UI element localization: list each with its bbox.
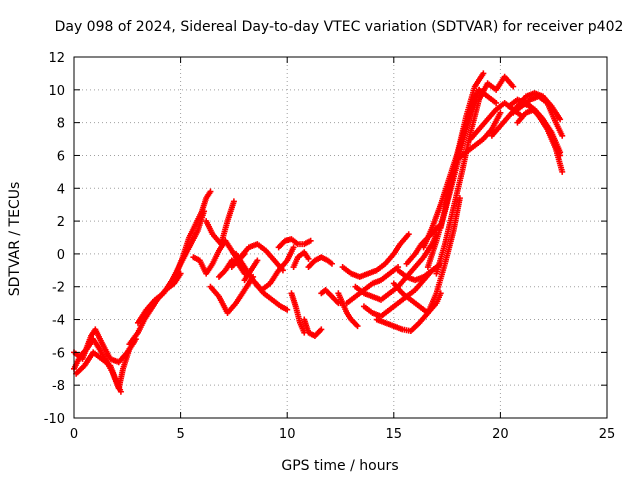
y-tick-label: -6 xyxy=(52,346,65,361)
data-point-marker xyxy=(328,260,335,267)
y-tick-label: -10 xyxy=(44,412,65,427)
series-sat-m xyxy=(252,280,291,313)
y-axis-title: SDTVAR / TECUs xyxy=(7,182,23,297)
chart-title: Day 098 of 2024, Sidereal Day-to-day VTE… xyxy=(55,19,624,35)
data-point-marker xyxy=(497,109,504,116)
data-point-marker xyxy=(480,70,487,77)
series-sat-af xyxy=(433,73,517,277)
series-sat-z xyxy=(373,290,444,335)
series-sat-ab xyxy=(395,260,444,284)
y-tick-label: -4 xyxy=(52,314,65,329)
y-tick-label: 2 xyxy=(57,215,65,230)
series-sat-j xyxy=(215,257,248,280)
data-point-marker xyxy=(207,188,214,195)
series-sat-n xyxy=(241,257,261,284)
series-sat-f xyxy=(173,188,214,277)
series-sat-o xyxy=(275,236,314,251)
data-point-marker xyxy=(559,132,566,139)
series-sat-ai xyxy=(454,109,504,162)
series-sat-d xyxy=(126,270,184,348)
series-sat-p xyxy=(288,290,308,336)
data-point-marker xyxy=(307,237,314,244)
data-point-marker xyxy=(405,231,412,238)
y-tick-label: -8 xyxy=(52,379,65,394)
series-sat-h xyxy=(203,198,237,248)
series-sat-u xyxy=(335,290,361,330)
data-point-marker xyxy=(318,326,325,333)
data-point-marker xyxy=(117,388,124,395)
data-point-marker xyxy=(284,306,291,313)
series-sat-aa xyxy=(390,195,463,316)
series-sat-ah xyxy=(441,86,500,208)
data-point-marker xyxy=(557,116,564,123)
x-tick-label: 25 xyxy=(599,427,616,442)
x-tick-label: 0 xyxy=(70,427,78,442)
data-point-marker xyxy=(559,168,566,175)
y-tick-label: 4 xyxy=(57,182,65,197)
data-point-marker xyxy=(279,267,286,274)
axis-ticks-layer: 0 5 10 15 20 25 -10 -8 -6 -4 -2 0 2 4 6 8 10 12 xyxy=(44,51,616,442)
x-axis-title: GPS time / hours xyxy=(281,458,398,474)
series-sat-ao xyxy=(505,96,564,159)
series-sat-r xyxy=(305,254,335,271)
y-tick-label: 0 xyxy=(57,248,65,263)
data-point-marker xyxy=(493,99,500,106)
data-point-marker xyxy=(354,323,361,330)
series-sat-v xyxy=(339,231,412,280)
data-point-marker xyxy=(305,255,312,262)
series-sat-i xyxy=(207,273,257,316)
y-tick-label: -2 xyxy=(52,281,65,296)
plot-frame xyxy=(73,56,608,419)
x-tick-label: 15 xyxy=(386,427,403,442)
data-point-marker xyxy=(254,257,261,264)
series-sat-l xyxy=(228,241,286,274)
data-marks-layer xyxy=(71,70,566,395)
x-tick-label: 5 xyxy=(176,427,184,442)
y-tick-label: 6 xyxy=(57,149,65,164)
data-point-marker xyxy=(557,152,564,159)
y-tick-label: 12 xyxy=(48,51,65,66)
series-sat-b xyxy=(71,326,137,366)
series-sat-s xyxy=(301,316,325,339)
y-tick-label: 10 xyxy=(48,84,65,99)
data-point-marker xyxy=(510,83,517,90)
series-sat-x xyxy=(352,231,440,303)
series-sat-q xyxy=(290,249,312,271)
data-point-marker xyxy=(290,244,297,251)
x-tick-label: 10 xyxy=(279,427,296,442)
data-point-marker xyxy=(230,198,237,205)
y-tick-label: 8 xyxy=(57,117,65,132)
x-tick-label: 20 xyxy=(492,427,509,442)
series-sat-c xyxy=(73,349,124,395)
